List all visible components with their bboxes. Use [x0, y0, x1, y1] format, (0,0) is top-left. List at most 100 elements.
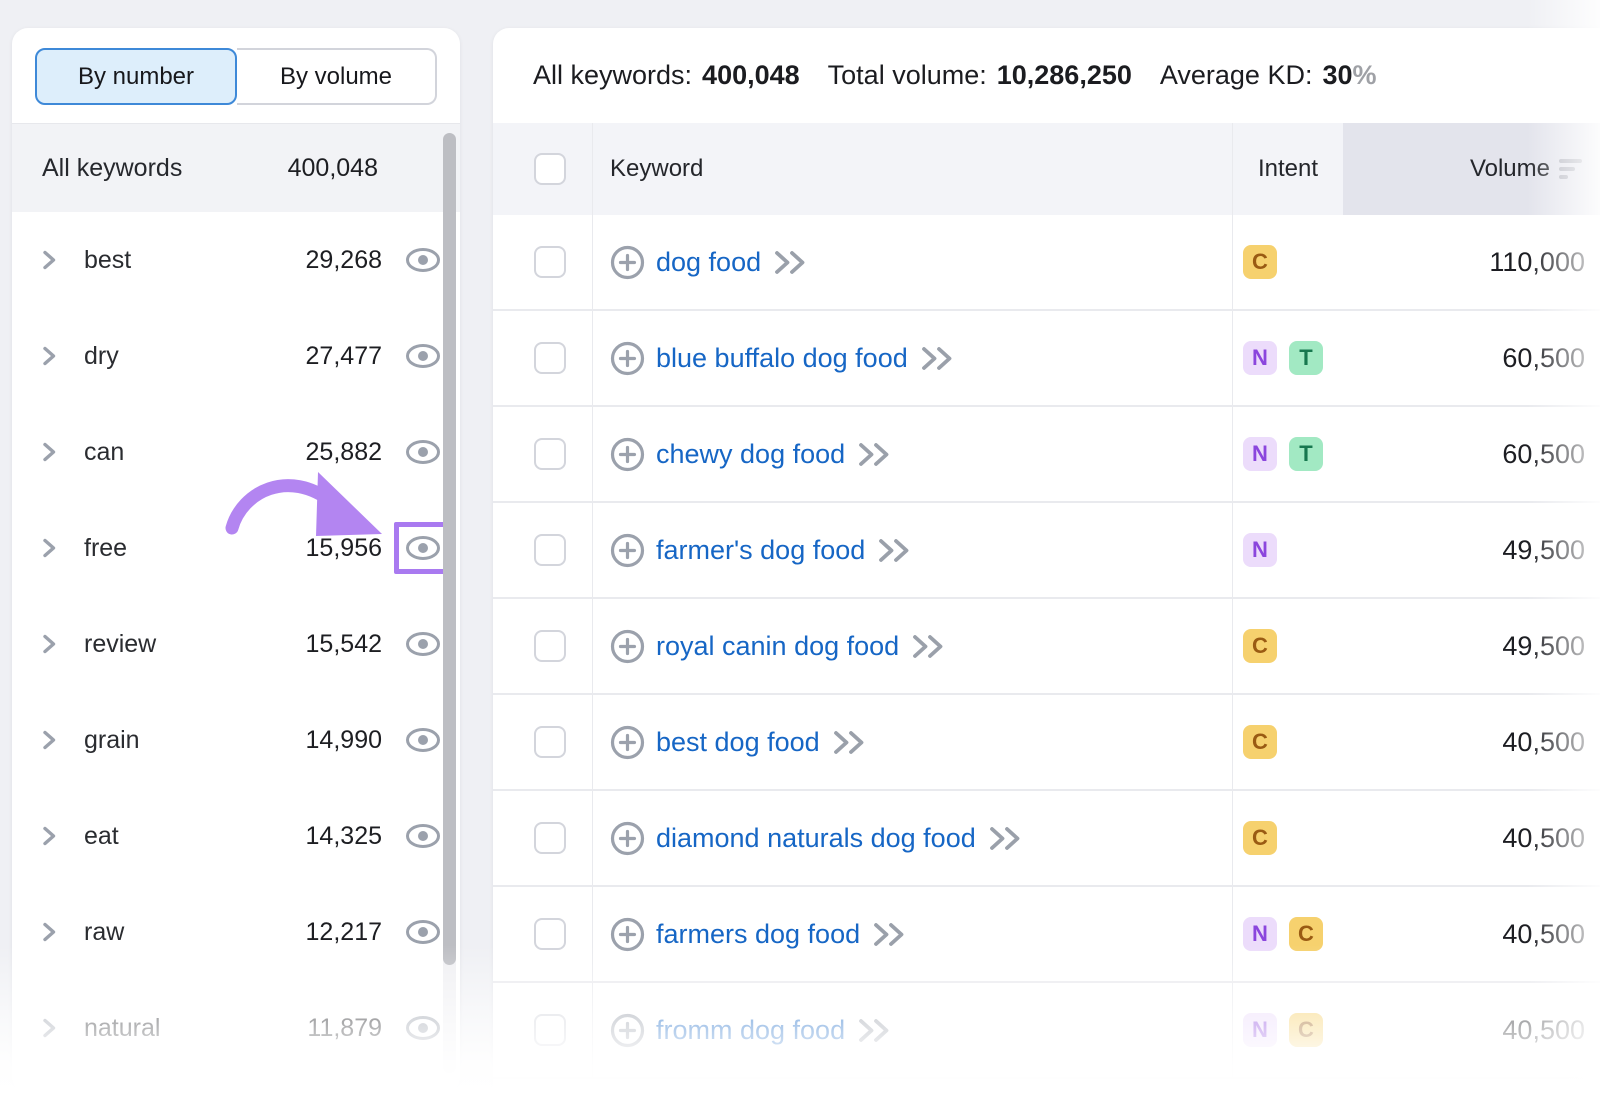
volume-value: 49,500: [1502, 534, 1585, 565]
chevron-right-icon[interactable]: [42, 537, 72, 559]
row-checkbox[interactable]: [534, 918, 566, 950]
group-label: natural: [84, 1013, 161, 1042]
keyword-link[interactable]: farmers dog food: [656, 918, 861, 949]
volume-value: 40,500: [1502, 822, 1585, 853]
keyword-link[interactable]: farmer's dog food: [656, 534, 866, 565]
volume-value: 40,500: [1502, 1014, 1585, 1045]
keyword-link[interactable]: blue buffalo dog food: [656, 342, 908, 373]
row-checkbox[interactable]: [534, 630, 566, 662]
row-checkbox[interactable]: [534, 246, 566, 278]
add-keyword-icon[interactable]: [610, 437, 645, 472]
sort-descending-icon[interactable]: [1559, 157, 1585, 181]
row-checkbox[interactable]: [534, 342, 566, 374]
keyword-group-row[interactable]: eat 14,325: [12, 788, 460, 884]
chevron-right-icon[interactable]: [42, 441, 72, 463]
keyword-group-row[interactable]: grain 14,990: [12, 692, 460, 788]
eye-icon[interactable]: [405, 919, 441, 945]
eye-highlight-box: [394, 714, 452, 766]
intent-badge-C: C: [1289, 1013, 1323, 1047]
chevron-right-icon[interactable]: [42, 825, 72, 847]
keyword-group-row[interactable]: raw 12,217: [12, 884, 460, 980]
keyword-group-row[interactable]: natural 11,879: [12, 980, 460, 1076]
group-label: raw: [84, 917, 125, 946]
row-checkbox[interactable]: [534, 534, 566, 566]
double-chevron-right-icon[interactable]: [856, 441, 893, 468]
double-chevron-right-icon[interactable]: [876, 537, 913, 564]
intent-badge-N: N: [1243, 917, 1277, 951]
by-volume-toggle-button[interactable]: By volume: [237, 48, 437, 105]
double-chevron-right-icon[interactable]: [831, 729, 868, 756]
stat-average-kd: Average KD: 30%: [1159, 60, 1377, 90]
keyword-link[interactable]: best dog food: [656, 726, 820, 757]
volume-column-header[interactable]: Volume: [1343, 123, 1600, 215]
add-keyword-icon[interactable]: [610, 1013, 645, 1048]
table-header-row: Keyword Intent Volume: [493, 123, 1600, 215]
double-chevron-right-icon[interactable]: [987, 825, 1024, 852]
group-count: 14,325: [305, 821, 382, 850]
eye-icon[interactable]: [405, 1015, 441, 1041]
keyword-link[interactable]: diamond naturals dog food: [656, 822, 976, 853]
group-label: can: [84, 437, 125, 466]
eye-icon[interactable]: [405, 823, 441, 849]
keyword-link[interactable]: dog food: [656, 246, 762, 277]
chevron-right-icon[interactable]: [42, 345, 72, 367]
eye-icon[interactable]: [405, 535, 441, 561]
keywords-table-body: dog food C 110,000: [493, 215, 1600, 1079]
row-checkbox[interactable]: [534, 438, 566, 470]
add-keyword-icon[interactable]: [610, 821, 645, 856]
keyword-group-row[interactable]: can 25,882: [12, 404, 460, 500]
double-chevron-right-icon[interactable]: [919, 345, 956, 372]
eye-icon[interactable]: [405, 727, 441, 753]
group-label: free: [84, 533, 128, 562]
keyword-link[interactable]: fromm dog food: [656, 1014, 846, 1045]
select-all-checkbox[interactable]: [534, 153, 566, 185]
eye-icon[interactable]: [405, 343, 441, 369]
stat-total-volume: Total volume: 10,286,250: [827, 60, 1132, 90]
double-chevron-right-icon[interactable]: [871, 921, 908, 948]
row-checkbox[interactable]: [534, 1014, 566, 1046]
row-checkbox[interactable]: [534, 822, 566, 854]
add-keyword-icon[interactable]: [610, 917, 645, 952]
chevron-right-icon[interactable]: [42, 1017, 72, 1039]
chevron-right-icon[interactable]: [42, 921, 72, 943]
double-chevron-right-icon[interactable]: [772, 249, 809, 276]
keyword-group-row[interactable]: free 15,956: [12, 500, 460, 596]
add-keyword-icon[interactable]: [610, 341, 645, 376]
eye-icon[interactable]: [405, 247, 441, 273]
row-checkbox[interactable]: [534, 726, 566, 758]
all-keywords-count: 400,048: [287, 153, 378, 182]
add-keyword-icon[interactable]: [610, 725, 645, 760]
by-number-toggle-button[interactable]: By number: [35, 48, 237, 105]
chevron-right-icon[interactable]: [42, 729, 72, 751]
keyword-link[interactable]: royal canin dog food: [656, 630, 900, 661]
add-keyword-icon[interactable]: [610, 533, 645, 568]
double-chevron-right-icon[interactable]: [856, 1017, 893, 1044]
keyword-link[interactable]: chewy dog food: [656, 438, 846, 469]
add-keyword-icon[interactable]: [610, 245, 645, 280]
eye-icon[interactable]: [405, 439, 441, 465]
chevron-right-icon[interactable]: [42, 249, 72, 271]
add-keyword-icon[interactable]: [610, 629, 645, 664]
all-keywords-group-row[interactable]: All keywords 400,048: [12, 124, 460, 212]
chevron-right-icon[interactable]: [42, 633, 72, 655]
summary-stats-bar: All keywords: 400,048 Total volume: 10,286…: [493, 28, 1600, 123]
volume-value: 60,500: [1502, 438, 1585, 469]
double-chevron-right-icon[interactable]: [910, 633, 947, 660]
eye-highlight-box: [394, 618, 452, 670]
keyword-group-row[interactable]: dry 27,477: [12, 308, 460, 404]
sidebar-scrollbar-thumb[interactable]: [443, 133, 456, 965]
keyword-table-row: farmer's dog food N 49,500: [493, 503, 1600, 599]
keyword-group-list: best 29,268 dry: [12, 212, 460, 1076]
volume-value: 49,500: [1502, 630, 1585, 661]
keyword-group-row[interactable]: review 15,542: [12, 596, 460, 692]
group-label: best: [84, 245, 132, 274]
keyword-table-row: dog food C 110,000: [493, 215, 1600, 311]
intent-badge-C: C: [1243, 245, 1277, 279]
eye-icon[interactable]: [405, 631, 441, 657]
keyword-group-row[interactable]: best 29,268: [12, 212, 460, 308]
group-count: 15,542: [305, 629, 382, 658]
keyword-groups-panel: By number By volume All keywords 400,048…: [12, 28, 460, 1093]
